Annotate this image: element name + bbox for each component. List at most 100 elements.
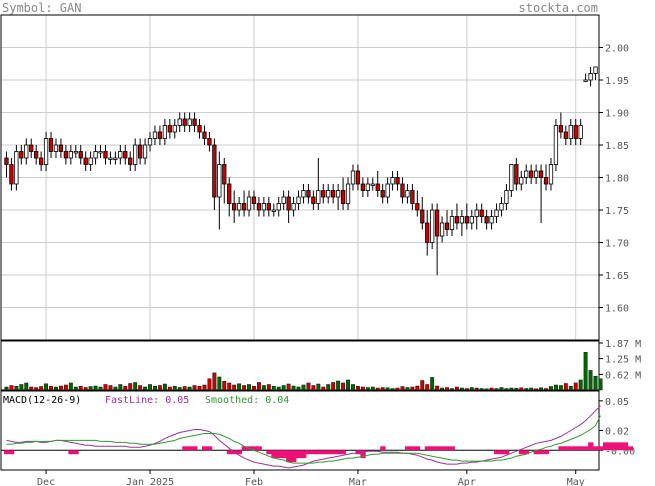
volume-bar xyxy=(370,386,375,391)
candle-body xyxy=(430,209,435,243)
volume-frame xyxy=(0,340,600,391)
macd-histogram-bar xyxy=(251,446,257,451)
volume-bar xyxy=(326,384,331,391)
candle-body xyxy=(98,151,103,154)
candle-body xyxy=(142,144,148,159)
candle-body xyxy=(563,131,568,139)
volume-bar xyxy=(148,384,152,391)
candle-body xyxy=(147,138,153,146)
volume-panel: 1.87 M 1.25 M 0.62 M xyxy=(0,339,641,391)
price-panel: 1.60 1.65 1.70 1.75 1.80 1.85 1.90 1.95 2.00 xyxy=(0,14,629,341)
volume-bar xyxy=(549,386,553,391)
candle-body xyxy=(227,183,232,204)
candle-body xyxy=(499,203,504,211)
candle-body xyxy=(444,222,450,230)
macd-histogram-bar xyxy=(598,446,604,451)
candle-body xyxy=(58,144,64,152)
candle-body xyxy=(533,170,539,178)
symbol-label: Symbol: GAN xyxy=(2,1,82,15)
volume-bar xyxy=(19,384,24,391)
macd-histogram-bar xyxy=(568,446,574,451)
y-tick-label: 1.85 xyxy=(605,141,629,152)
candle-body xyxy=(484,216,489,224)
candle-body xyxy=(53,144,59,152)
candle-body xyxy=(9,164,14,185)
candle-body xyxy=(514,164,519,185)
volume-bar xyxy=(578,379,583,391)
volume-bar xyxy=(553,384,558,391)
macd-histogram-bar xyxy=(192,446,198,451)
macd-histogram-bar xyxy=(617,442,624,451)
macd-histogram-bar xyxy=(494,450,500,455)
candle-body xyxy=(271,209,276,212)
volume-bar xyxy=(539,387,544,391)
volume-bar xyxy=(435,385,440,391)
volume-bar xyxy=(14,386,19,391)
volume-bar xyxy=(4,386,9,391)
candle-body xyxy=(380,190,385,198)
price-frame xyxy=(0,14,600,341)
candle-body xyxy=(316,190,321,204)
volume-bar xyxy=(380,387,385,391)
candle-body xyxy=(118,151,123,159)
candle-body xyxy=(157,131,163,139)
candle-body xyxy=(93,151,98,159)
y-tick-label: 1.75 xyxy=(605,206,629,217)
macd-histogram-bar xyxy=(429,446,436,451)
volume-bar xyxy=(583,352,588,391)
macd-smoothed-label: Smoothed: 0.04 xyxy=(205,395,289,406)
macd-histogram-bar xyxy=(241,446,247,451)
candle-body xyxy=(449,216,455,230)
candle-body xyxy=(113,157,118,160)
volume-bar xyxy=(212,372,217,391)
volume-bar xyxy=(128,383,133,391)
macd-histogram-bar xyxy=(583,446,589,451)
volume-bar xyxy=(207,378,212,391)
macd-histogram-bar xyxy=(602,442,609,451)
candle-body xyxy=(548,164,554,185)
macd-histogram-bar xyxy=(325,450,332,455)
y-tick-label: 2.00 xyxy=(605,44,629,55)
volume-bar xyxy=(494,388,499,391)
volume-bar xyxy=(509,387,514,391)
candle-body xyxy=(335,190,341,198)
volume-bar xyxy=(544,388,548,391)
volume-bar xyxy=(153,386,157,391)
volume-bar xyxy=(247,384,251,391)
volume-bar xyxy=(563,383,568,391)
candle-body xyxy=(454,216,460,224)
macd-histogram-bar xyxy=(627,446,634,451)
volume-bar xyxy=(316,383,321,391)
candle-body xyxy=(246,196,252,211)
macd-histogram-bar xyxy=(226,450,233,455)
macd-histogram-bar xyxy=(612,442,619,451)
candle-body xyxy=(529,170,534,178)
volume-bar xyxy=(311,385,316,391)
volume-bar xyxy=(78,386,83,391)
candle-body xyxy=(459,216,465,224)
volume-bar xyxy=(123,386,128,391)
x-tick-label: Feb xyxy=(245,477,263,486)
volume-bar xyxy=(534,388,539,391)
volume-bar xyxy=(118,384,123,391)
candle-body xyxy=(345,183,351,204)
volume-bar xyxy=(261,385,266,391)
macd-histogram-bar xyxy=(563,446,569,451)
x-axis: Dec Jan 2025 Feb Mar Apr May xyxy=(37,470,585,486)
candle-body xyxy=(355,170,361,185)
volume-bar xyxy=(519,387,524,391)
candle-body xyxy=(538,170,544,178)
x-tick-label: May xyxy=(567,477,585,486)
volume-bar xyxy=(390,388,395,391)
volume-bar xyxy=(24,382,29,391)
candle-body xyxy=(543,177,549,185)
candle-body xyxy=(385,183,390,198)
macd-histogram-bar xyxy=(266,450,272,455)
candle-body xyxy=(266,203,271,211)
macd-histogram-bar xyxy=(206,446,213,451)
volume-bar xyxy=(9,385,14,391)
candle-body xyxy=(400,183,405,198)
macd-histogram-bar xyxy=(305,450,312,455)
volume-bar xyxy=(182,386,187,391)
macd-histogram-bar xyxy=(330,450,337,455)
